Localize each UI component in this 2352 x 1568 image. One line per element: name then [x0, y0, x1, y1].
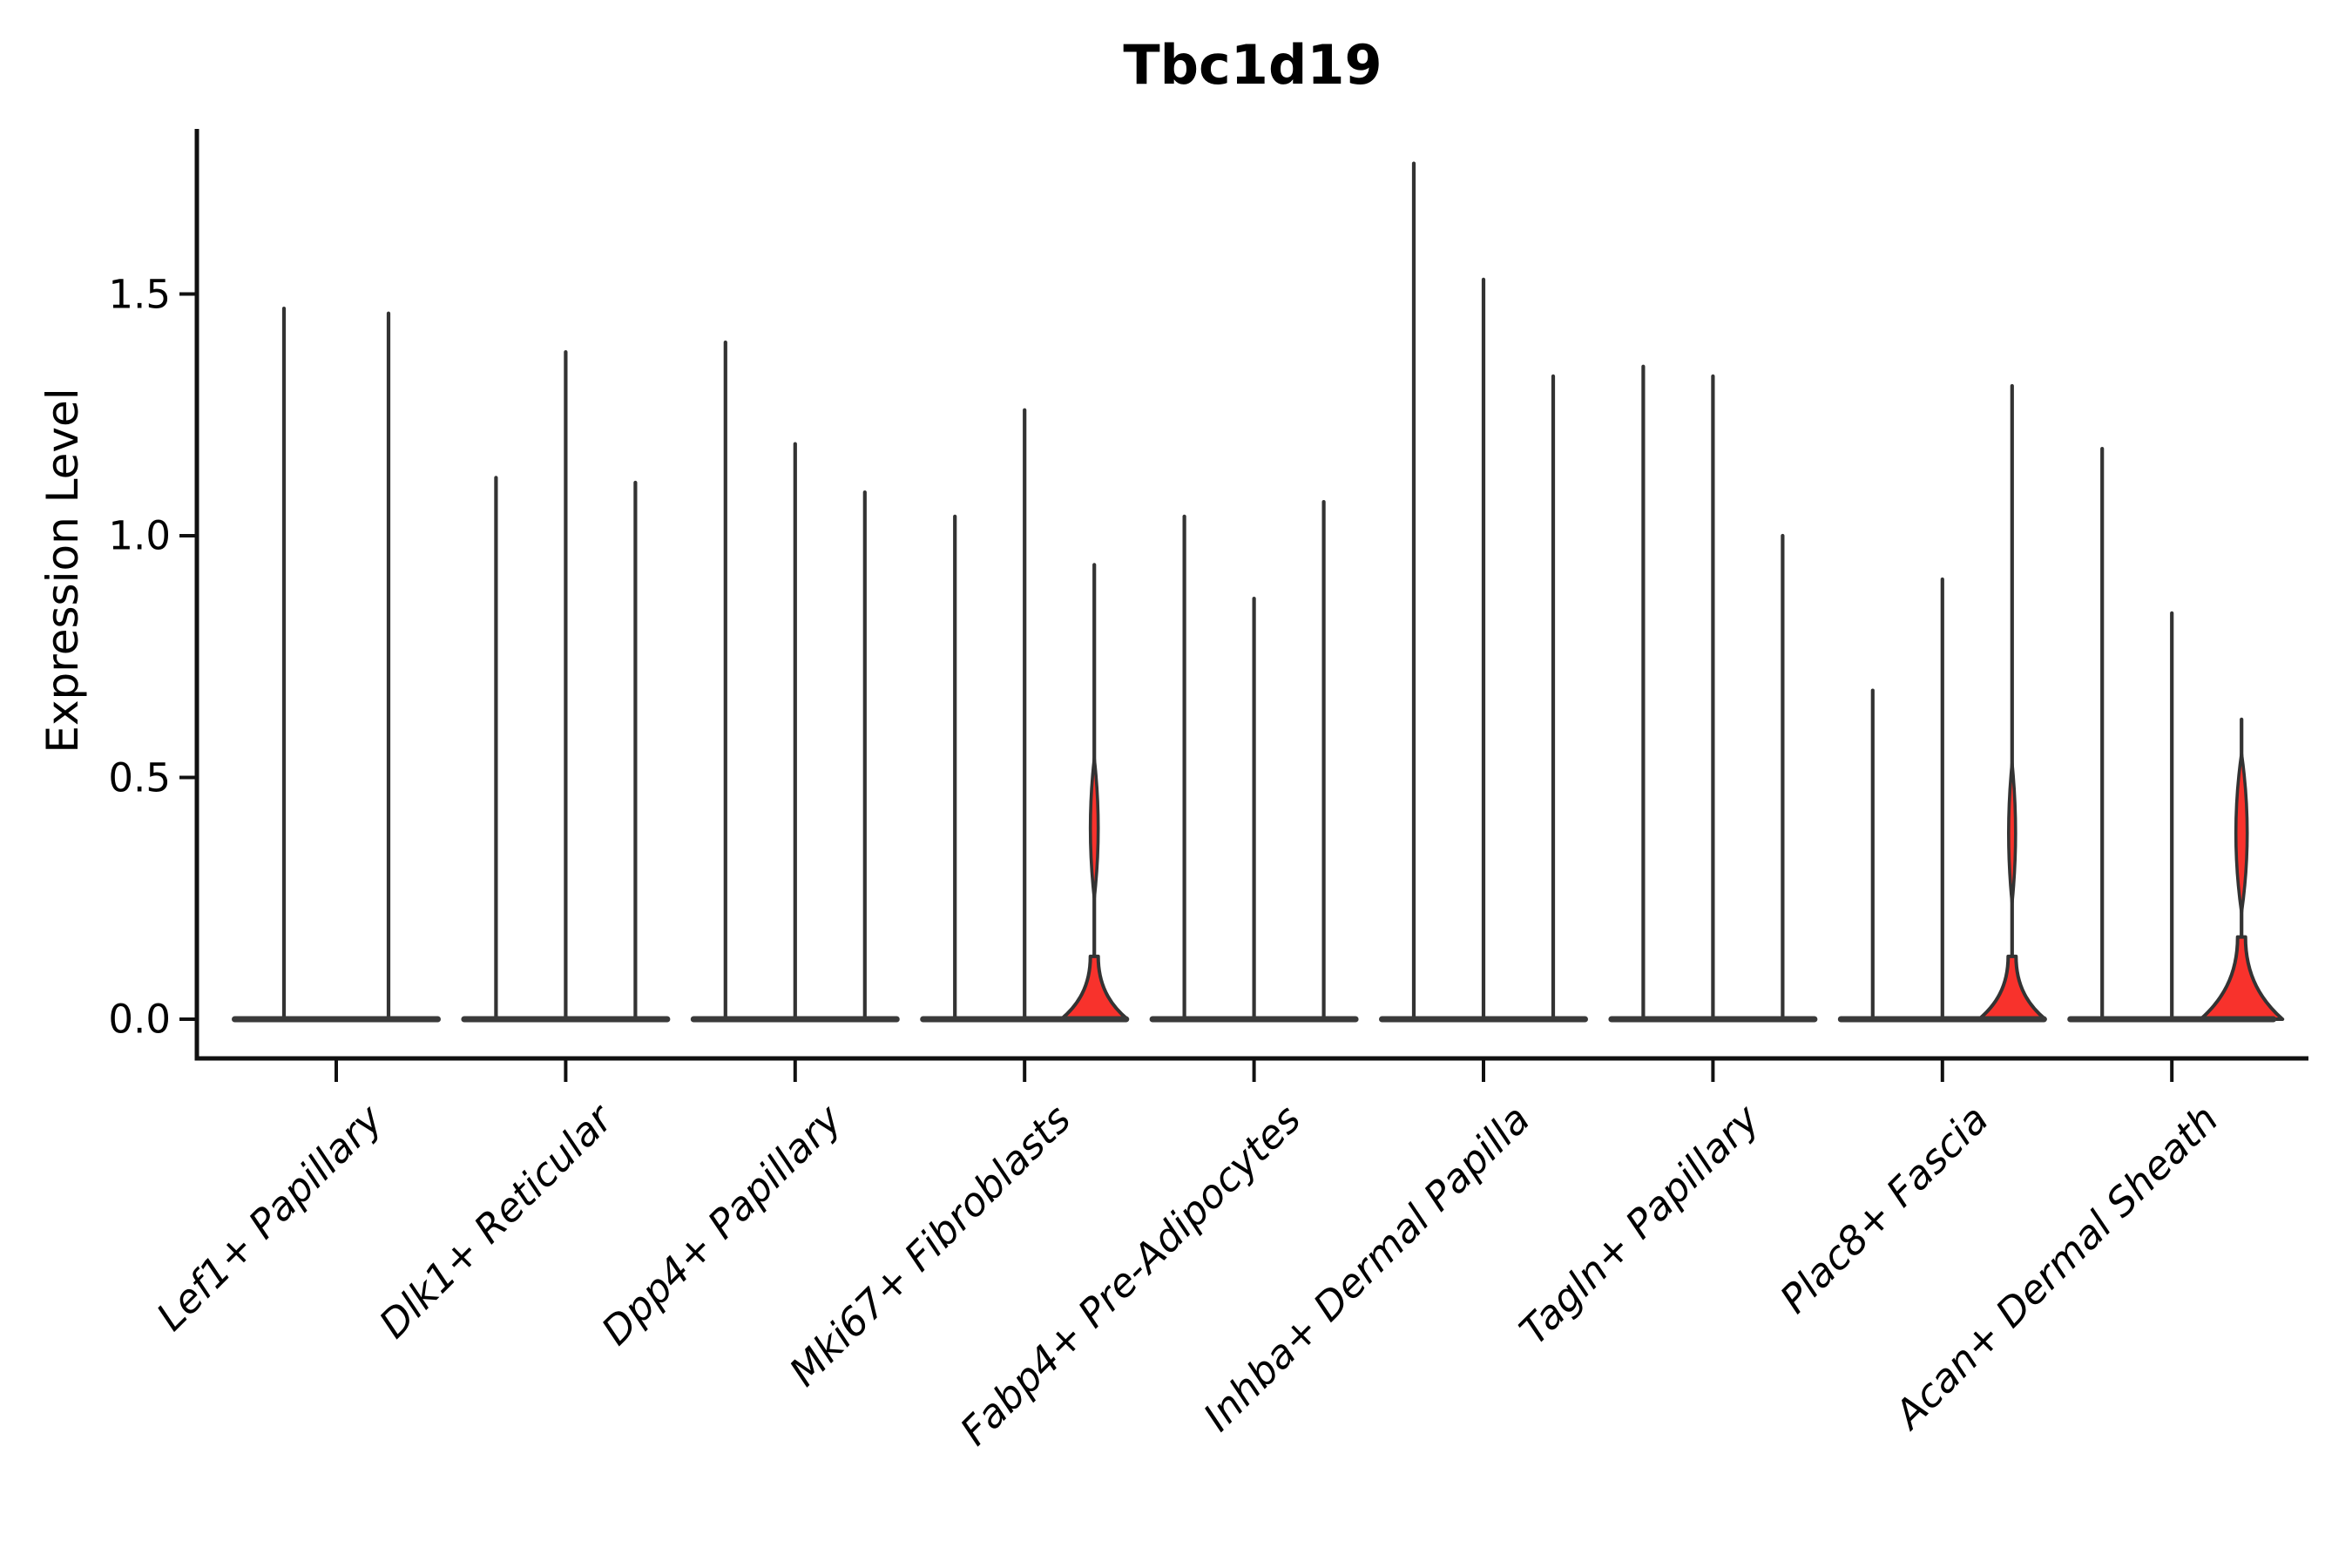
chart-title: Tbc1d19 [1123, 33, 1382, 97]
violin-baseline-bar [2067, 1016, 2277, 1023]
violin-baseline-bar [461, 1016, 671, 1023]
y-tick-label: 1.5 [108, 271, 171, 317]
violin-baseline-bar [1608, 1016, 1818, 1023]
violin-baseline-bar [920, 1016, 1130, 1023]
y-tick-label: 0.5 [108, 754, 171, 801]
violin-bulge [1059, 954, 1130, 1021]
violin-lens [1088, 756, 1100, 901]
violin-baseline-bar [690, 1016, 900, 1023]
violin-baseline-bar [1149, 1016, 1359, 1023]
violin-baseline-bar [1837, 1016, 2047, 1023]
violin-bulge [1977, 954, 2047, 1021]
violin-lens [2234, 751, 2249, 915]
violin-lens [2007, 761, 2017, 905]
violin-bulge [2199, 935, 2285, 1021]
violin-baseline-bar [232, 1016, 441, 1023]
y-tick-label: 0.0 [108, 996, 171, 1043]
y-tick-label: 1.0 [108, 512, 171, 559]
violin-baseline-bar [1379, 1016, 1588, 1023]
